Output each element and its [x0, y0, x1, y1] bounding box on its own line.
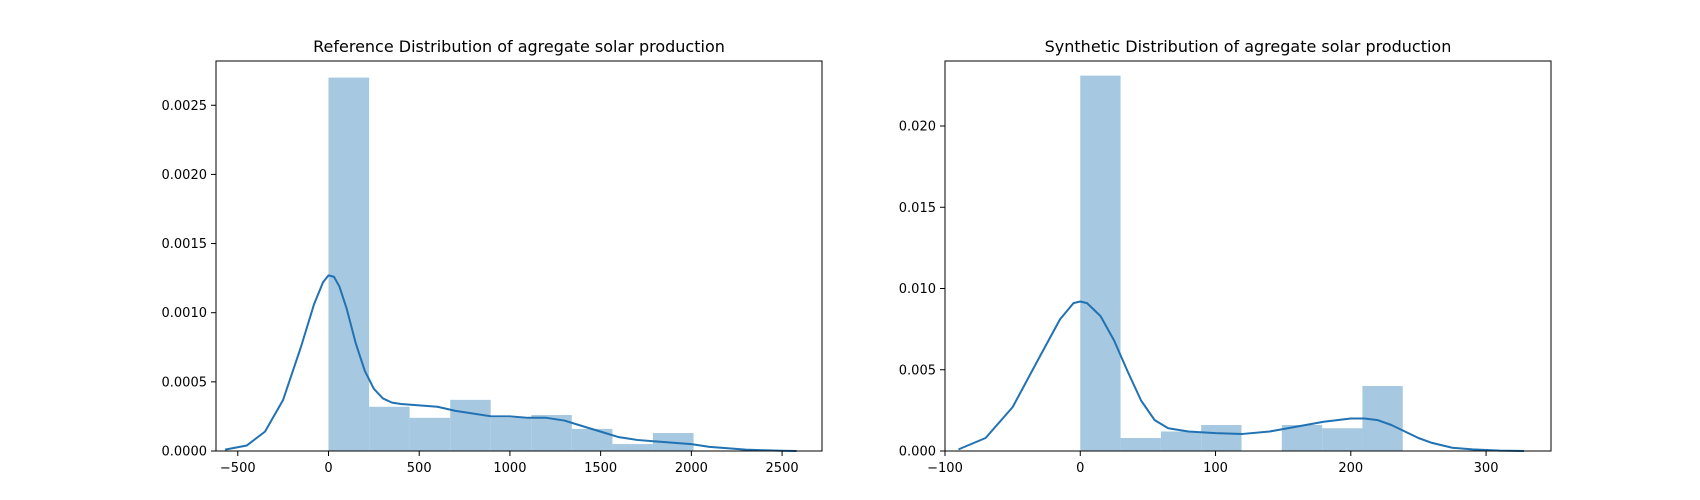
- y-tick-label: 0.0010: [162, 306, 208, 321]
- y-tick-label: 0.015: [899, 201, 936, 216]
- x-axis-ticks: −500 0 500 1000 1500 2000 2500: [220, 451, 799, 476]
- x-tick-label: −500: [220, 461, 256, 476]
- y-tick-label: 0.0000: [162, 445, 208, 460]
- x-tick-label: 200: [1338, 461, 1363, 476]
- y-tick-label: 0.0015: [162, 237, 208, 252]
- chart-title: Synthetic Distribution of agregate solar…: [1045, 37, 1452, 56]
- histogram-bar: [1201, 425, 1242, 451]
- histogram-bar: [571, 428, 613, 451]
- kde-curve: [224, 274, 797, 452]
- x-tick-label: 2000: [675, 461, 708, 476]
- x-tick-label: 100: [1203, 461, 1228, 476]
- y-tick-label: 0.000: [899, 445, 936, 460]
- histogram-bar: [409, 417, 451, 451]
- x-tick-label: −100: [927, 461, 963, 476]
- y-axis-ticks: 0.0000 0.0005 0.0010 0.0015 0.0020 0.0025: [162, 99, 216, 460]
- histogram-bar: [450, 399, 491, 451]
- kde-curve-group: [958, 300, 1524, 452]
- y-axis-ticks: 0.000 0.005 0.010 0.015 0.020: [899, 120, 945, 460]
- x-tick-label: 500: [407, 461, 432, 476]
- y-tick-label: 0.010: [899, 282, 936, 297]
- y-tick-label: 0.020: [899, 120, 936, 135]
- x-axis-ticks: −100 0 100 200 300: [927, 451, 1498, 476]
- synthetic-histogram-chart: Synthetic Distribution of agregate solar…: [899, 37, 1552, 476]
- histogram-bar: [1120, 438, 1161, 451]
- kde-curve-group: [224, 274, 797, 452]
- chart-title: Reference Distribution of agregate solar…: [313, 37, 725, 56]
- y-tick-label: 0.005: [899, 363, 936, 378]
- x-tick-label: 0: [324, 461, 332, 476]
- histogram-bar: [490, 417, 532, 451]
- histogram-bar: [1160, 431, 1202, 451]
- x-tick-label: 300: [1474, 461, 1499, 476]
- axes-frame: [215, 60, 823, 452]
- x-tick-label: 1000: [493, 461, 526, 476]
- axes-frame: [944, 60, 1552, 452]
- reference-histogram-chart: Reference Distribution of agregate solar…: [162, 37, 823, 476]
- y-tick-label: 0.0005: [162, 375, 208, 390]
- x-tick-label: 1500: [584, 461, 617, 476]
- y-tick-label: 0.0020: [162, 168, 208, 183]
- histogram-bar: [328, 77, 370, 452]
- x-tick-label: 0: [1076, 461, 1084, 476]
- histogram-bar: [1281, 425, 1323, 451]
- kde-curve: [958, 300, 1524, 452]
- x-tick-label: 2500: [766, 461, 799, 476]
- histogram-bar: [1322, 428, 1363, 451]
- y-tick-label: 0.0025: [162, 99, 208, 114]
- histogram-bar: [612, 444, 653, 451]
- histogram-bars: [328, 77, 694, 452]
- histogram-bar: [1080, 75, 1121, 451]
- histogram-bars: [1080, 75, 1403, 451]
- histogram-bar: [369, 406, 410, 451]
